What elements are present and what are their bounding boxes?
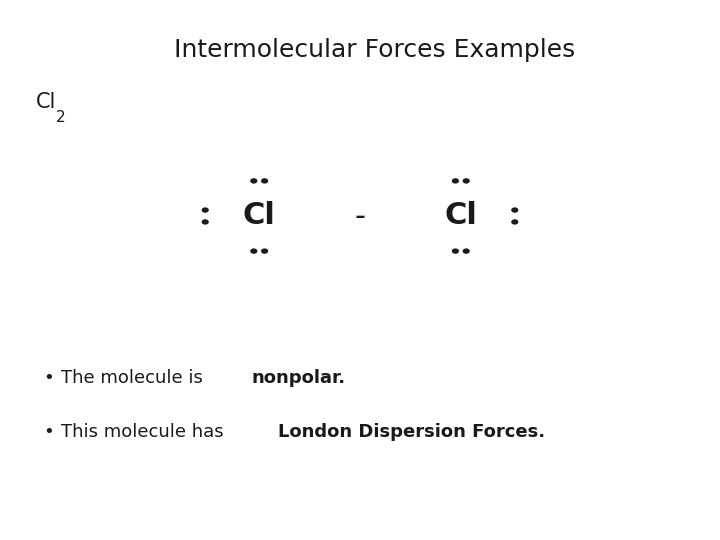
Text: nonpolar.: nonpolar. [252,369,346,387]
Text: The molecule is: The molecule is [61,369,209,387]
Text: •: • [43,423,54,441]
Text: •: • [43,369,54,387]
Text: London Dispersion Forces.: London Dispersion Forces. [279,423,546,441]
Circle shape [462,178,470,184]
Text: Intermolecular Forces Examples: Intermolecular Forces Examples [174,38,575,62]
Text: Cl: Cl [444,201,477,231]
Circle shape [452,178,459,184]
Text: 2: 2 [56,110,66,125]
Text: -: - [354,201,366,231]
Circle shape [251,178,258,184]
Text: This molecule has: This molecule has [61,423,230,441]
Circle shape [251,248,258,254]
Circle shape [202,219,209,225]
Circle shape [462,248,470,254]
Circle shape [511,207,518,213]
Text: Cl: Cl [243,201,276,231]
Circle shape [452,248,459,254]
Circle shape [511,219,518,225]
Circle shape [202,207,209,213]
Text: Cl: Cl [36,92,56,112]
Circle shape [261,178,269,184]
Circle shape [261,248,269,254]
